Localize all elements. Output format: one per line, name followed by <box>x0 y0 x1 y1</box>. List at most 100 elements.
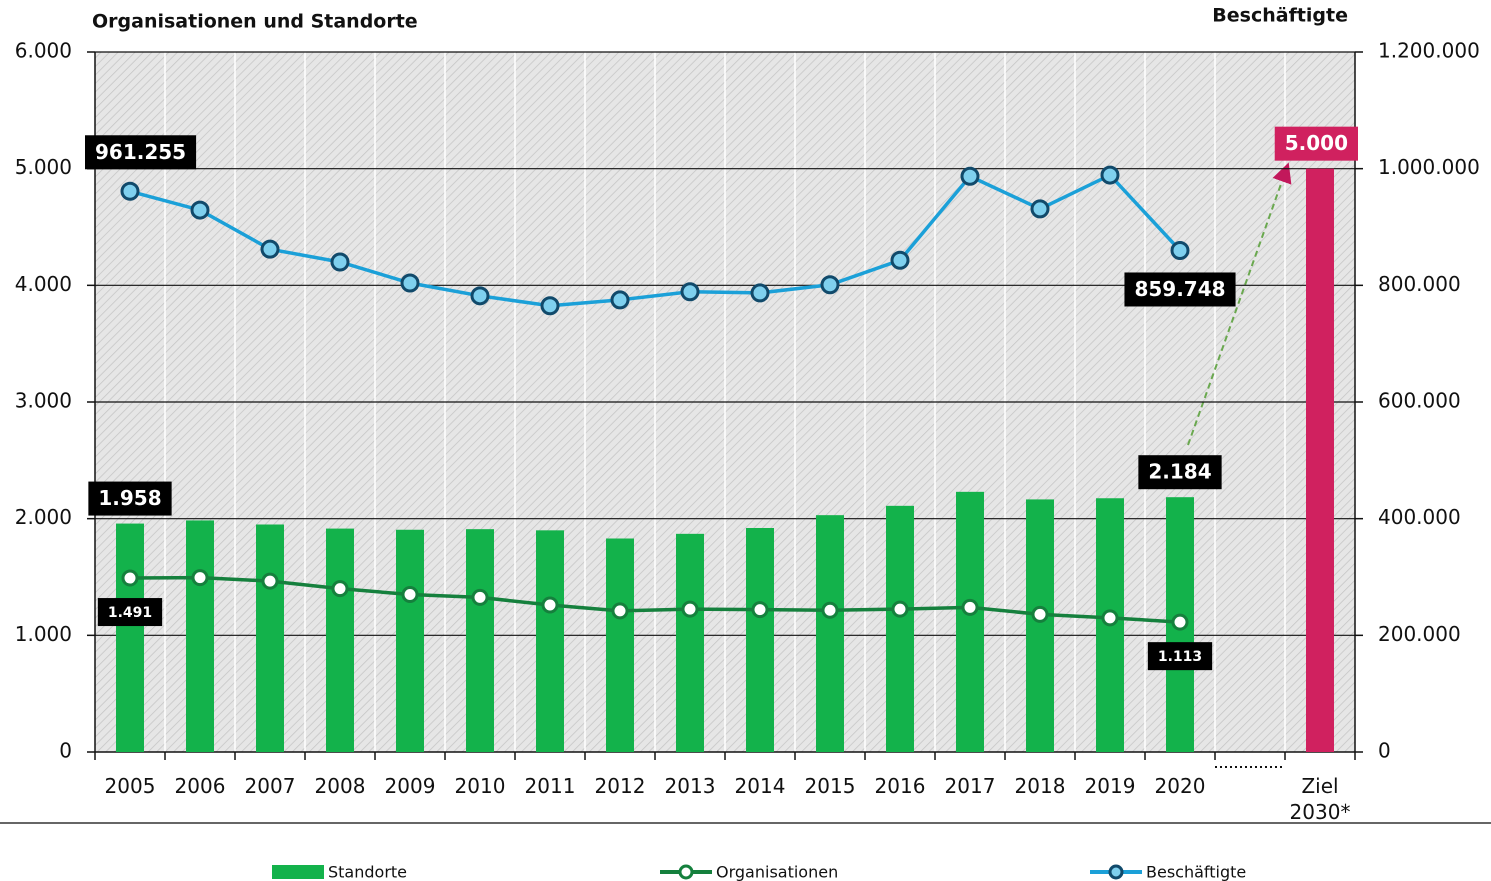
legend-label: Organisationen <box>716 863 838 881</box>
x-tick-label: 2008 <box>314 774 366 798</box>
y-tick-label: 4.000 <box>15 272 72 296</box>
marker <box>401 586 419 603</box>
bar <box>956 491 984 752</box>
y2-tick-label: 200.000 <box>1378 622 1461 646</box>
legend-swatch <box>272 865 324 879</box>
x-tick-label: 2009 <box>384 774 436 798</box>
marker <box>120 181 140 201</box>
value-label: 1.491 <box>108 605 152 621</box>
legend-marker <box>678 864 694 880</box>
x-tick-label: 2007 <box>244 774 296 798</box>
y-tick-label: 6.000 <box>15 39 72 63</box>
marker <box>960 166 980 186</box>
x-tick-label: 2020 <box>1154 774 1206 798</box>
line <box>129 575 1181 624</box>
y2-tick-label: 800.000 <box>1378 272 1461 296</box>
marker <box>260 239 280 259</box>
x-tick-label: 2010 <box>454 774 506 798</box>
y-tick-label: 2.000 <box>15 505 72 529</box>
value-label: 961.255 <box>95 140 186 164</box>
y-tick-label: 3.000 <box>15 389 72 413</box>
marker <box>751 601 769 619</box>
x-tick-label: 2012 <box>594 774 646 798</box>
legend-label: Beschäftigte <box>1146 863 1246 881</box>
x-tick-label: 2019 <box>1084 774 1136 798</box>
target-arrow <box>1187 162 1292 446</box>
value-label: 5.000 <box>1285 131 1348 155</box>
legend-label: Standorte <box>328 863 407 881</box>
bar <box>256 524 284 752</box>
value-label: 1.958 <box>98 486 161 510</box>
bar <box>676 533 704 752</box>
value-label-box <box>1147 642 1213 671</box>
marker <box>1100 165 1120 185</box>
bar <box>326 528 354 752</box>
marker <box>330 252 350 272</box>
value-label-box <box>1274 126 1358 161</box>
marker <box>1171 613 1189 631</box>
x-tick-label: 2006 <box>174 774 226 798</box>
line <box>129 172 1182 308</box>
y2-tick-label: 1.000.000 <box>1378 155 1480 179</box>
value-label: 2.184 <box>1148 460 1211 484</box>
y-tick-label: 0 <box>59 739 72 763</box>
y-tick-label: 5.000 <box>15 155 72 179</box>
marker <box>541 596 559 614</box>
bar <box>466 529 494 752</box>
bar <box>116 523 144 752</box>
y2-tick-label: 600.000 <box>1378 389 1461 413</box>
marker <box>190 200 210 220</box>
marker <box>891 600 909 618</box>
marker <box>890 250 910 270</box>
x-tick-label: 2018 <box>1014 774 1066 798</box>
marker <box>611 602 629 620</box>
marker <box>470 286 490 306</box>
bar <box>886 505 914 752</box>
bar <box>1026 499 1054 752</box>
x-tick-label: Ziel 2030* <box>1289 774 1351 824</box>
x-tick-label: 2011 <box>524 774 576 798</box>
marker <box>540 296 560 316</box>
bar <box>606 538 634 752</box>
marker <box>191 569 209 587</box>
value-label-box <box>85 135 197 170</box>
x-tick-label: 2005 <box>104 774 156 798</box>
marker <box>961 598 979 616</box>
x-tick-label: 2017 <box>944 774 996 798</box>
marker <box>1170 240 1190 260</box>
marker <box>1101 609 1119 627</box>
x-tick-label: 2014 <box>734 774 786 798</box>
value-label-box <box>97 598 163 627</box>
marker <box>121 569 139 587</box>
bar <box>1306 168 1334 752</box>
y2-tick-label: 400.000 <box>1378 505 1461 529</box>
x-tick-label: 2016 <box>874 774 926 798</box>
marker <box>750 283 770 303</box>
marker <box>820 275 840 295</box>
value-label: 859.748 <box>1134 277 1225 301</box>
marker <box>261 572 279 590</box>
marker <box>1030 199 1050 219</box>
legend-marker <box>1108 864 1124 880</box>
y-axis-title: Organisationen und Standorte <box>92 11 418 33</box>
y2-axis-title: Beschäftigte <box>1212 5 1348 27</box>
x-tick-label: 2015 <box>804 774 856 798</box>
marker <box>400 273 420 293</box>
marker <box>331 580 349 598</box>
bar <box>816 515 844 752</box>
bar <box>536 530 564 752</box>
value-label-box <box>1138 455 1222 490</box>
marker <box>680 282 700 302</box>
value-label-box <box>88 481 172 516</box>
x-tick-label: 2013 <box>664 774 716 798</box>
bar <box>396 529 424 752</box>
value-label-box <box>1124 272 1236 307</box>
marker <box>821 601 839 619</box>
marker <box>610 290 630 310</box>
bar <box>746 528 774 752</box>
y2-tick-label: 0 <box>1378 739 1391 763</box>
value-label: 1.113 <box>1158 649 1202 665</box>
bar <box>186 520 214 752</box>
